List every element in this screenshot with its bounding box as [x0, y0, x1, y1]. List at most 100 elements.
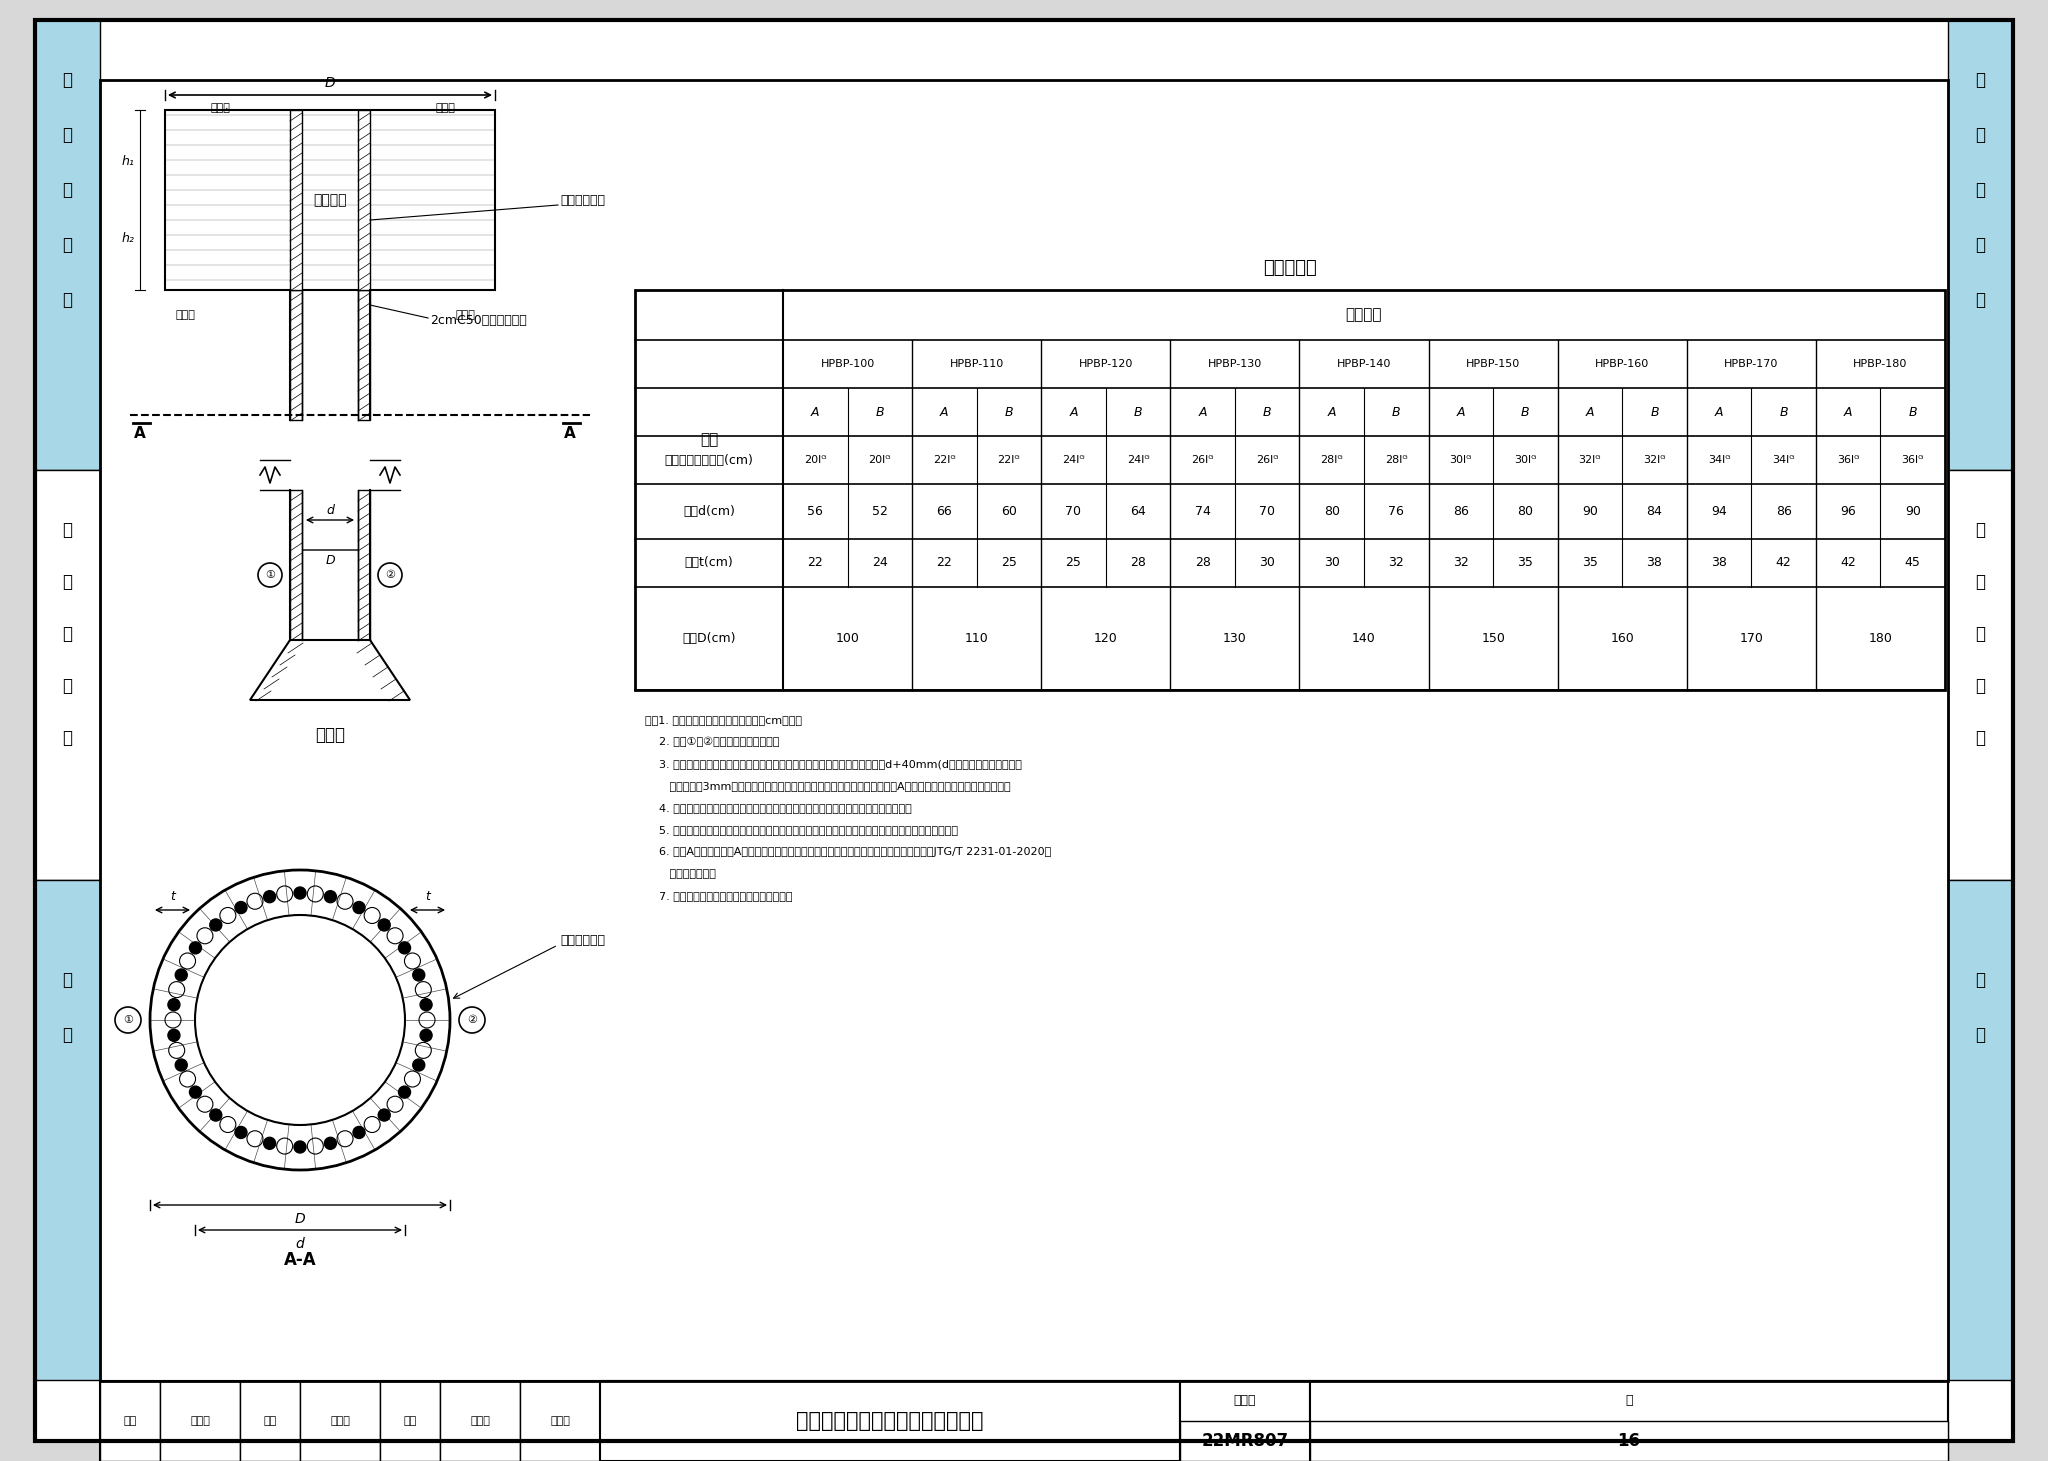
- Text: 110: 110: [965, 633, 989, 644]
- Circle shape: [264, 891, 276, 903]
- Text: 80: 80: [1518, 506, 1534, 519]
- Text: 壁厚t(cm): 壁厚t(cm): [684, 557, 733, 570]
- Text: 35: 35: [1518, 557, 1534, 570]
- Text: h₁: h₁: [121, 155, 135, 168]
- Text: 出浆口: 出浆口: [211, 102, 229, 112]
- Circle shape: [399, 942, 410, 954]
- Text: 页: 页: [1626, 1394, 1632, 1407]
- Text: HPBP-140: HPBP-140: [1337, 359, 1391, 370]
- Circle shape: [352, 901, 365, 913]
- Text: 30lᴳ: 30lᴳ: [1513, 454, 1536, 465]
- Text: 60: 60: [1001, 506, 1018, 519]
- Text: 预: 预: [61, 181, 72, 199]
- Text: 墩: 墩: [61, 291, 72, 308]
- Text: 管型预制墩与预制盖梁连接构造图: 管型预制墩与预制盖梁连接构造图: [797, 1411, 983, 1430]
- Text: 管: 管: [61, 72, 72, 89]
- Circle shape: [236, 901, 248, 913]
- Text: A: A: [1198, 406, 1206, 418]
- Text: 20lᴳ: 20lᴳ: [805, 454, 827, 465]
- Text: 桥墩类型: 桥墩类型: [1346, 307, 1382, 323]
- Text: HPBP-100: HPBP-100: [821, 359, 874, 370]
- Text: 16: 16: [1618, 1432, 1640, 1449]
- Text: HPBP-150: HPBP-150: [1466, 359, 1520, 370]
- Text: A: A: [811, 406, 819, 418]
- Circle shape: [324, 1137, 336, 1150]
- Text: B: B: [1264, 406, 1272, 418]
- Text: 方: 方: [61, 522, 72, 539]
- Text: 70: 70: [1260, 506, 1276, 519]
- Text: HPBP-160: HPBP-160: [1595, 359, 1649, 370]
- Text: 42: 42: [1841, 557, 1855, 570]
- Text: A: A: [1585, 406, 1593, 418]
- Text: 34lᴳ: 34lᴳ: [1708, 454, 1731, 465]
- Text: 42: 42: [1776, 557, 1792, 570]
- Text: 170: 170: [1739, 633, 1763, 644]
- Text: 38: 38: [1647, 557, 1663, 570]
- Text: 工程材料表: 工程材料表: [1264, 259, 1317, 278]
- Text: B: B: [1651, 406, 1659, 418]
- Text: 图集号: 图集号: [1233, 1394, 1255, 1407]
- Text: 制: 制: [61, 237, 72, 254]
- Text: 35: 35: [1581, 557, 1597, 570]
- Bar: [35, 880, 100, 1381]
- Text: 90: 90: [1905, 506, 1921, 519]
- Bar: [1311, 1381, 1948, 1461]
- Text: A-A: A-A: [285, 1251, 315, 1270]
- Text: 立面图: 立面图: [315, 726, 344, 744]
- Text: B: B: [1135, 406, 1143, 418]
- Text: A: A: [1069, 406, 1077, 418]
- Text: B: B: [1006, 406, 1014, 418]
- Text: 杨大海: 杨大海: [190, 1416, 211, 1426]
- Text: B: B: [1393, 406, 1401, 418]
- Text: h₂: h₂: [121, 232, 135, 245]
- Bar: [1180, 1381, 1311, 1461]
- Text: 140: 140: [1352, 633, 1376, 644]
- Text: 32: 32: [1389, 557, 1405, 570]
- Text: 32: 32: [1452, 557, 1468, 570]
- Text: 灌浆无缝钢管: 灌浆无缝钢管: [559, 934, 604, 947]
- Circle shape: [190, 942, 201, 954]
- Text: 内径d(cm): 内径d(cm): [684, 506, 735, 519]
- Bar: [299, 1381, 381, 1461]
- Circle shape: [379, 1109, 391, 1121]
- Text: 28: 28: [1130, 557, 1147, 570]
- Text: A: A: [133, 425, 145, 441]
- Text: 160: 160: [1610, 633, 1634, 644]
- Text: 预: 预: [61, 625, 72, 643]
- Text: t: t: [170, 891, 174, 903]
- Text: 校对: 校对: [264, 1416, 276, 1426]
- Circle shape: [414, 1059, 424, 1071]
- Bar: [1948, 880, 2013, 1381]
- Text: 32lᴳ: 32lᴳ: [1642, 454, 1665, 465]
- Circle shape: [295, 887, 305, 899]
- Text: 38: 38: [1712, 557, 1726, 570]
- Text: 其: 其: [1974, 972, 1985, 989]
- Circle shape: [295, 1141, 305, 1153]
- Text: 制: 制: [1974, 676, 1985, 695]
- Text: 22: 22: [807, 557, 823, 570]
- Text: 130: 130: [1223, 633, 1247, 644]
- Text: 5. 无缝钢管下端应设置出浆口过滤出浆管，上端应设置出浆口连接出浆管，出浆口连接应密封牢固。: 5. 无缝钢管下端应设置出浆口过滤出浆管，上端应设置出浆口连接出浆管，出浆口连接…: [645, 825, 958, 836]
- Text: 25: 25: [1065, 557, 1081, 570]
- Text: 74: 74: [1194, 506, 1210, 519]
- Text: HPBP-130: HPBP-130: [1208, 359, 1262, 370]
- Circle shape: [264, 1137, 276, 1150]
- Text: HPBP-110: HPBP-110: [950, 359, 1004, 370]
- Text: 制: 制: [61, 676, 72, 695]
- Circle shape: [176, 969, 186, 980]
- Text: d: d: [295, 1237, 305, 1251]
- Circle shape: [168, 999, 180, 1011]
- Text: 相关规定确定。: 相关规定确定。: [645, 869, 717, 880]
- Text: D: D: [326, 76, 336, 91]
- Text: 灌浆无缝钢管总长(cm): 灌浆无缝钢管总长(cm): [664, 453, 754, 466]
- Bar: [440, 1381, 520, 1461]
- Bar: [240, 1381, 299, 1461]
- Text: 28lᴳ: 28lᴳ: [1384, 454, 1407, 465]
- Text: 型: 型: [1974, 573, 1985, 592]
- Text: 方: 方: [1974, 522, 1985, 539]
- Text: 贡作主: 贡作主: [551, 1416, 569, 1426]
- Text: 84: 84: [1647, 506, 1663, 519]
- Bar: [358, 289, 371, 419]
- Circle shape: [236, 1126, 248, 1138]
- Text: 外径D(cm): 外径D(cm): [682, 633, 735, 644]
